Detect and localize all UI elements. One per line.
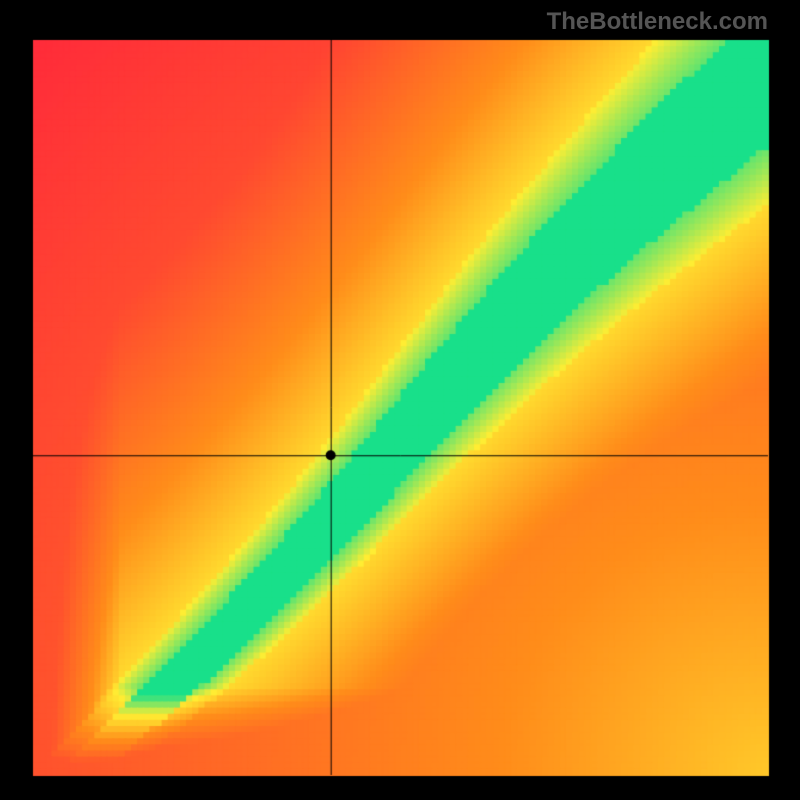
bottleneck-heatmap xyxy=(0,0,800,800)
watermark-text: TheBottleneck.com xyxy=(547,8,768,36)
chart-container: TheBottleneck.com xyxy=(0,0,800,800)
